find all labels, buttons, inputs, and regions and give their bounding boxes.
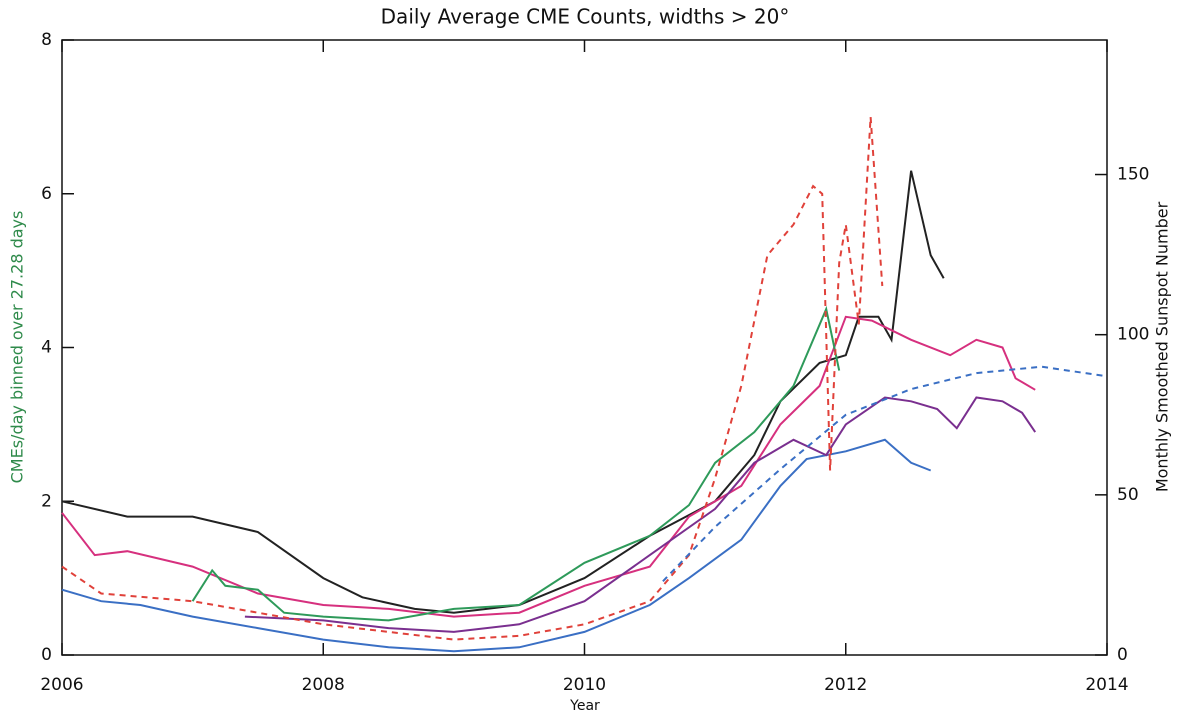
y-tick-label: 4 bbox=[41, 338, 52, 358]
y-tick-label: 2 bbox=[41, 491, 52, 511]
series-line bbox=[61, 170, 945, 614]
chart-title: Daily Average CME Counts, widths > 20° bbox=[381, 5, 790, 29]
y-tick-label: 0 bbox=[41, 645, 52, 665]
series-line bbox=[61, 315, 1036, 618]
y2-axis-label: Monthly Smoothed Sunspot Number bbox=[1153, 201, 1172, 492]
x-tick-label: 2014 bbox=[1085, 675, 1128, 695]
x-tick-label: 2008 bbox=[302, 675, 345, 695]
x-tick-label: 2012 bbox=[824, 675, 867, 695]
y2-tick-label: 0 bbox=[1117, 645, 1128, 665]
series-line bbox=[662, 365, 1108, 582]
y2-tick-label: 100 bbox=[1117, 325, 1149, 345]
series-line bbox=[244, 396, 1037, 633]
x-tick-label: 2010 bbox=[563, 675, 606, 695]
x-axis-label: Year bbox=[569, 698, 600, 714]
x-tick-label: 2006 bbox=[40, 675, 83, 695]
series-line bbox=[61, 116, 884, 641]
series-line bbox=[191, 305, 841, 622]
y2-tick-label: 50 bbox=[1117, 485, 1139, 505]
y2-tick-label: 150 bbox=[1117, 165, 1149, 185]
y-axis-label: CMEs/day binned over 27.28 days bbox=[8, 211, 27, 484]
y-tick-label: 8 bbox=[41, 30, 52, 50]
series-line bbox=[61, 438, 932, 653]
y-tick-label: 6 bbox=[41, 184, 52, 204]
